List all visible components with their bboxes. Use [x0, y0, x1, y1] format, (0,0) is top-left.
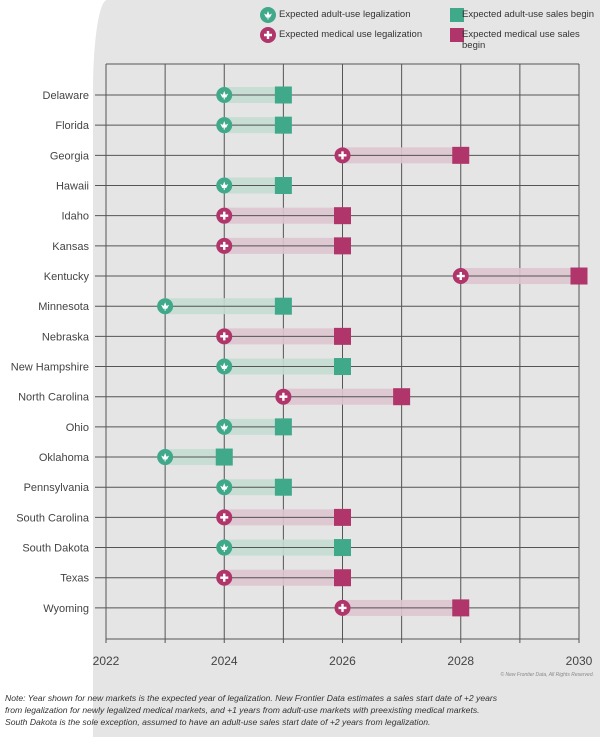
leaf-icon [161, 302, 170, 311]
medical-sales-marker [334, 237, 351, 255]
state-label: South Dakota [22, 543, 90, 555]
adult-sales-marker [274, 86, 292, 104]
leaf-icon [264, 11, 272, 20]
plus-icon [220, 513, 229, 522]
plus-icon [220, 332, 229, 341]
x-tick-label: 2028 [447, 654, 474, 668]
adult-sales-marker [334, 539, 351, 557]
plus-icon [338, 151, 347, 160]
adult-sales-marker [334, 358, 351, 376]
x-tick-label: 2030 [566, 654, 593, 668]
state-label: Idaho [61, 211, 89, 223]
adult-sales-marker [274, 418, 292, 436]
legend-medical-sales: Expected medical use sales begin [462, 29, 580, 51]
medical-sales-marker [570, 267, 588, 285]
medical-sales-marker [334, 508, 351, 526]
state-label: Delaware [43, 90, 89, 102]
medical-sales-marker [334, 207, 351, 225]
plus-icon [338, 603, 347, 612]
adult-sales-marker [274, 177, 292, 195]
adult-sales-marker [274, 116, 292, 134]
leaf-icon [161, 453, 170, 462]
plus-icon [264, 31, 272, 39]
state-label: Ohio [66, 422, 89, 434]
leaf-icon [220, 91, 229, 100]
state-label: Florida [55, 120, 90, 132]
legend-medical-sales-square [450, 28, 464, 42]
leaf-icon [220, 543, 229, 553]
state-label: North Carolina [18, 392, 90, 404]
state-label: New Hampshire [11, 362, 89, 374]
adult-sales-marker [274, 297, 292, 315]
leaf-icon [220, 483, 229, 492]
leaf-icon [220, 422, 229, 432]
leaf-icon [220, 121, 229, 130]
leaf-icon [220, 181, 229, 191]
plus-icon [220, 573, 229, 582]
copyright: © New Frontier Data, All Rights Reserved… [500, 672, 594, 678]
state-label: Hawaii [56, 181, 89, 193]
state-label: Pennsylvania [24, 482, 90, 494]
state-label: South Carolina [16, 512, 90, 524]
plus-icon [279, 392, 288, 401]
leaf-icon [220, 362, 229, 372]
legend-adult-legalization: Expected adult-use legalization [279, 9, 411, 20]
x-tick-label: 2022 [93, 654, 120, 668]
medical-sales-marker [334, 569, 351, 587]
legend-medical-legalization: Expected medical use legalization [279, 29, 423, 40]
plus-icon [220, 241, 229, 250]
medical-sales-marker [393, 388, 411, 406]
medical-sales-marker [452, 146, 470, 164]
state-label: Nebraska [42, 331, 90, 343]
x-tick-label: 2024 [211, 654, 238, 668]
state-label: Texas [60, 573, 89, 585]
legend-adult-sales-square [450, 8, 464, 22]
adult-sales-marker [274, 478, 292, 496]
legend-adult-sales: Expected adult-use sales begin [462, 9, 595, 20]
state-label: Oklahoma [39, 452, 90, 464]
state-label: Kansas [52, 241, 89, 253]
adult-sales-marker [215, 448, 233, 466]
medical-sales-marker [452, 599, 470, 617]
state-label: Minnesota [38, 301, 90, 313]
state-label: Kentucky [44, 271, 90, 283]
x-tick-label: 2026 [329, 654, 356, 668]
state-label: Wyoming [43, 603, 89, 615]
footnote: Note: Year shown for new markets is the … [5, 693, 498, 727]
plus-icon [456, 272, 465, 281]
plus-icon [220, 211, 229, 220]
medical-sales-marker [334, 327, 351, 345]
state-label: Georgia [50, 150, 90, 162]
